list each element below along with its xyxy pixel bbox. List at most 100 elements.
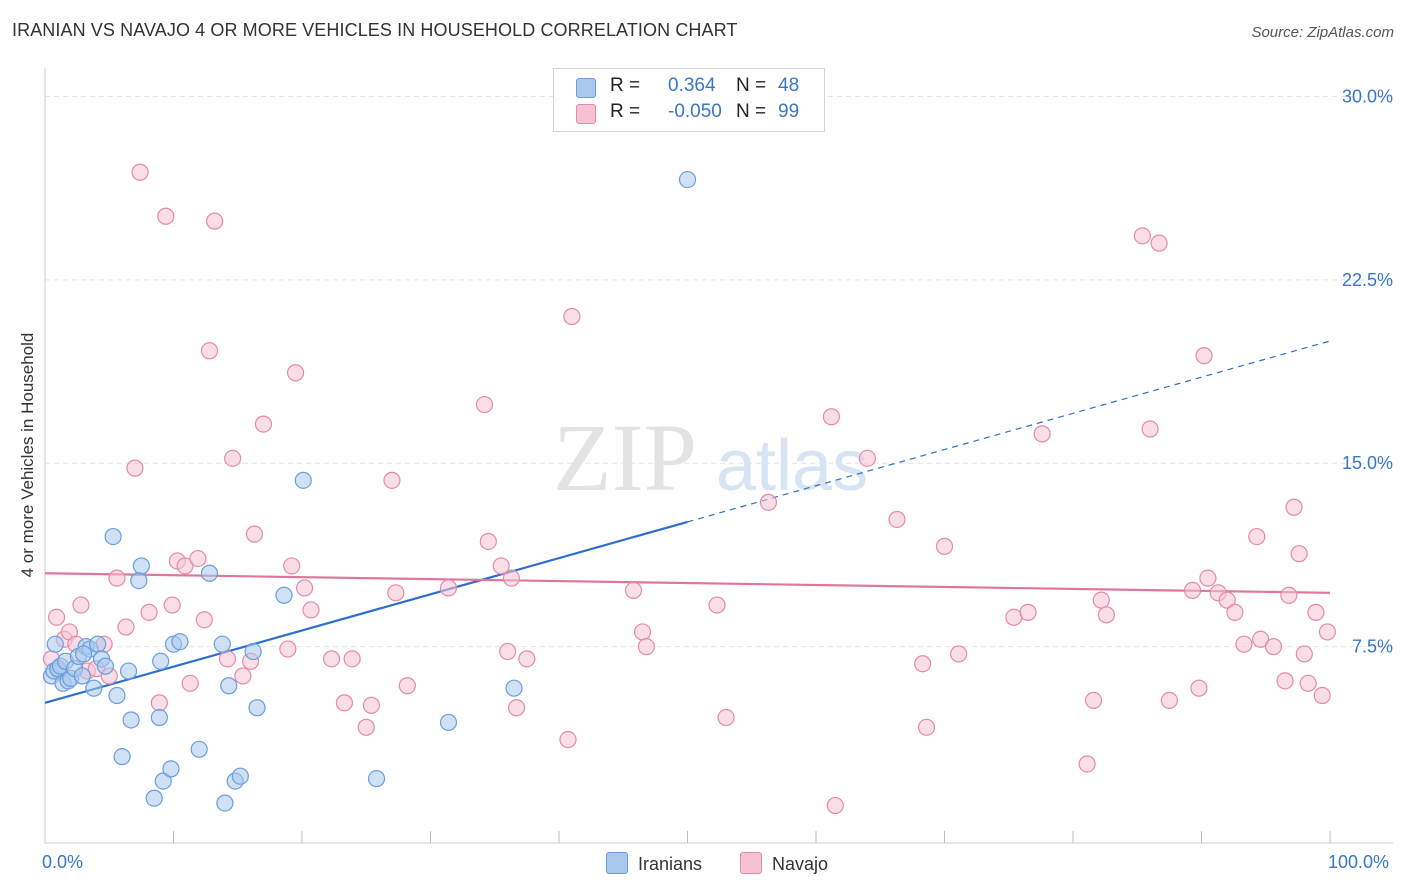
- navajo-point: [1160, 691, 1178, 710]
- y-tick-label: 22.5%: [1342, 270, 1393, 290]
- navajo-point: [1276, 672, 1294, 690]
- navajo-point: [362, 696, 380, 714]
- bottom-legend-swatch-navajo: [740, 852, 762, 874]
- iranian-point: [294, 471, 312, 489]
- navajo-point: [439, 579, 458, 597]
- iranian-point: [73, 667, 91, 685]
- y-tick-label: 15.0%: [1342, 453, 1393, 473]
- points-layer: [42, 163, 1337, 815]
- legend-n-label: N =: [736, 101, 767, 122]
- iranian-point: [678, 170, 697, 189]
- navajo-point: [150, 694, 168, 712]
- legend-n-value: 48: [778, 75, 800, 96]
- navajo-point: [1033, 425, 1051, 443]
- iranian-point: [190, 740, 208, 758]
- navajo-point: [234, 667, 252, 685]
- iranian-point: [154, 772, 172, 790]
- navajo-point: [1285, 498, 1303, 516]
- navajo-point: [1097, 606, 1116, 624]
- navajo-point: [1141, 420, 1159, 438]
- navajo-point: [176, 557, 194, 575]
- navajo-point: [157, 207, 175, 225]
- bottom-legend-label-navajo: Navajo: [772, 854, 829, 874]
- iranian-point: [244, 642, 262, 661]
- navajo-point: [181, 674, 199, 692]
- navajo-point: [126, 459, 144, 477]
- navajo-point: [335, 694, 354, 712]
- navajo-point: [1133, 227, 1151, 245]
- iranian-point: [248, 699, 266, 717]
- iranian-point: [132, 557, 150, 575]
- iranian-point: [505, 679, 523, 697]
- iranian-point: [200, 564, 219, 582]
- legend-r-label: R =: [610, 75, 641, 96]
- iranian-point: [275, 586, 293, 604]
- bottom-legend-swatch-iranians: [606, 852, 628, 874]
- navajo-point: [189, 549, 207, 568]
- iranian-point: [89, 635, 107, 653]
- navajo-point: [302, 601, 320, 619]
- iranian-point: [96, 657, 114, 675]
- iranian-point: [113, 748, 131, 766]
- navajo-point: [283, 557, 301, 575]
- iranian-point: [216, 794, 234, 812]
- iranian-point: [145, 789, 163, 807]
- navajo-point: [1318, 623, 1337, 641]
- navajo-point: [492, 557, 510, 575]
- iranian-point: [104, 527, 122, 546]
- iranian-point: [439, 713, 458, 732]
- navajo-point: [1290, 545, 1308, 563]
- navajo-point: [479, 532, 497, 551]
- navajo-point: [1019, 603, 1037, 621]
- navajo-point: [1235, 635, 1253, 653]
- correlation-legend: R = 0.364 N = 48 R = -0.050 N = 99: [553, 68, 825, 132]
- navajo-point: [624, 581, 643, 599]
- bottom-legend-navajo[interactable]: Navajo: [740, 852, 828, 875]
- navajo-point: [131, 163, 149, 181]
- navajo-point: [507, 699, 526, 717]
- navajo-point: [518, 650, 536, 668]
- iranian-point: [119, 662, 138, 680]
- source-credit: Source: ZipAtlas.com: [1251, 24, 1394, 41]
- navajo-point: [398, 677, 416, 695]
- navajo-point: [1218, 591, 1236, 609]
- iranian-point: [122, 711, 140, 729]
- navajo-point: [357, 718, 375, 736]
- legend-r-label: R =: [610, 101, 641, 122]
- navajo-point: [499, 642, 517, 661]
- iranian-point: [152, 652, 170, 670]
- navajo-point: [206, 212, 224, 230]
- navajo-point: [383, 471, 401, 489]
- navajo-point: [708, 596, 726, 614]
- bottom-legend-iranians[interactable]: Iranians: [606, 852, 702, 875]
- navajo-point: [917, 718, 936, 736]
- iranian-point: [220, 677, 238, 695]
- navajo-point: [914, 655, 932, 673]
- navajo-trend-line: [44, 572, 1331, 594]
- navajo-point: [322, 650, 341, 668]
- iranian-point: [150, 708, 168, 727]
- navajo-point: [286, 364, 305, 382]
- navajo-point: [888, 510, 906, 529]
- legend-n-label: N =: [736, 75, 767, 96]
- iranian-point: [231, 767, 249, 785]
- navajo-point: [1078, 755, 1096, 773]
- navajo-point: [637, 638, 655, 656]
- navajo-point: [1307, 603, 1325, 621]
- navajo-point: [502, 569, 521, 587]
- axis-layer: [44, 68, 1393, 844]
- navajo-point: [1092, 591, 1110, 609]
- navajo-point: [633, 623, 652, 641]
- x-tick-label-max: 100.0%: [1328, 852, 1390, 872]
- navajo-point: [1264, 638, 1283, 656]
- y-tick-label: 7.5%: [1352, 637, 1393, 657]
- iranian-point: [74, 645, 93, 663]
- legend-n-value: 99: [778, 101, 800, 122]
- navajo-point: [387, 584, 405, 602]
- navajo-point: [1248, 527, 1266, 546]
- navajo-point: [950, 645, 968, 663]
- navajo-point: [1252, 630, 1270, 648]
- y-tick-label: 30.0%: [1342, 86, 1393, 106]
- legend-r-value: -0.050: [668, 101, 722, 122]
- navajo-point: [295, 579, 314, 597]
